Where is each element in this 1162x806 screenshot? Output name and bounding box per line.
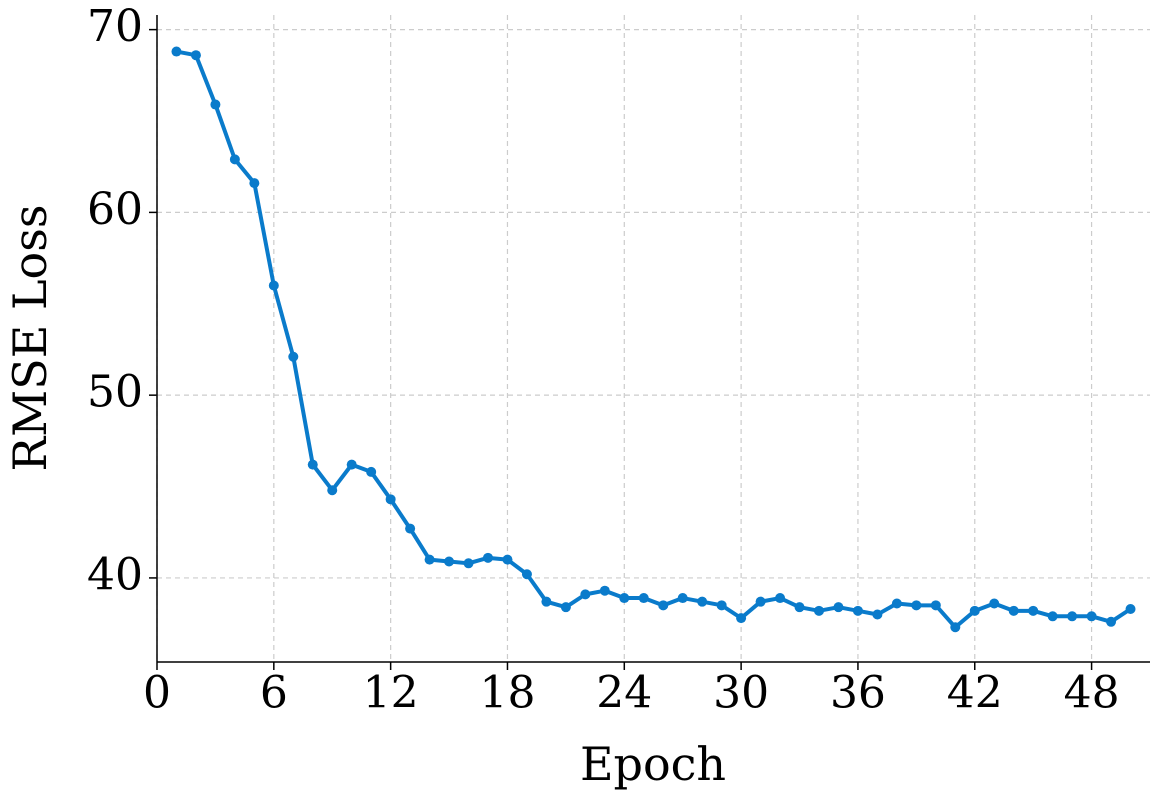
- point: [716, 600, 727, 611]
- point: [229, 154, 240, 165]
- point: [521, 569, 532, 580]
- point: [210, 99, 221, 110]
- point: [989, 598, 1000, 609]
- point: [288, 351, 299, 362]
- point: [930, 600, 941, 611]
- point: [911, 600, 922, 611]
- point: [424, 554, 435, 565]
- point: [1086, 611, 1097, 622]
- line: [176, 49, 1132, 630]
- point: [1008, 605, 1019, 616]
- point: [599, 585, 610, 596]
- point: [483, 552, 493, 563]
- y-tick-label: 50: [87, 367, 143, 418]
- x-tick-label: 42: [947, 668, 1003, 719]
- point: [872, 609, 883, 620]
- x-tick-label: 6: [260, 668, 288, 719]
- x-tick-label: 24: [596, 668, 652, 719]
- point: [969, 605, 980, 616]
- point: [1047, 611, 1058, 622]
- point: [385, 494, 396, 505]
- point: [638, 593, 649, 604]
- point: [1106, 616, 1117, 627]
- x-tick-label: 18: [479, 668, 535, 719]
- point: [502, 554, 513, 565]
- point: [307, 459, 318, 470]
- point: [775, 593, 786, 604]
- point: [619, 593, 630, 604]
- point: [1067, 611, 1078, 622]
- x-tick-label: 48: [1064, 668, 1120, 719]
- point: [249, 178, 260, 189]
- point: [541, 596, 552, 607]
- x-axis-label: Epoch: [580, 737, 726, 791]
- point: [1125, 603, 1136, 614]
- x-tick-label: 0: [143, 668, 171, 719]
- point: [736, 613, 747, 624]
- point: [697, 596, 708, 607]
- point: [444, 556, 455, 567]
- point: [560, 602, 571, 613]
- point: [1028, 605, 1039, 616]
- point: [814, 605, 824, 616]
- point: [171, 46, 182, 57]
- point: [852, 605, 863, 616]
- point: [950, 622, 961, 633]
- point: [833, 602, 844, 613]
- point: [755, 596, 766, 607]
- y-axis-label: RMSE Loss: [3, 205, 57, 472]
- point: [580, 589, 591, 600]
- point: [463, 558, 474, 569]
- x-tick-label: 30: [713, 668, 769, 719]
- point: [366, 466, 377, 477]
- y-tick-label: 40: [87, 549, 143, 600]
- y-tick-label: 60: [87, 184, 143, 235]
- point: [346, 459, 357, 470]
- y-tick-label: 70: [87, 1, 143, 52]
- x-tick-label: 12: [363, 668, 419, 719]
- x-tick-label: 36: [830, 668, 886, 719]
- point: [891, 598, 902, 609]
- point: [658, 600, 669, 611]
- point: [677, 593, 688, 604]
- point: [327, 485, 338, 496]
- point: [405, 523, 416, 534]
- point: [190, 50, 201, 61]
- point: [794, 602, 805, 613]
- point: [268, 280, 279, 291]
